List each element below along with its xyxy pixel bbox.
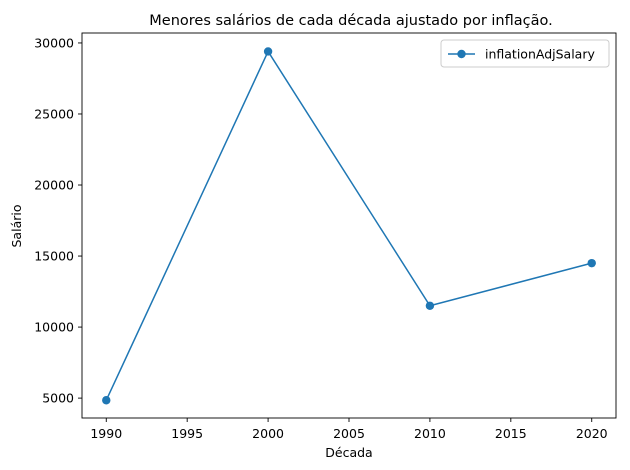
x-tick-label: 2020 bbox=[576, 426, 608, 441]
y-axis-label: Salário bbox=[9, 205, 24, 248]
y-tick-label: 30000 bbox=[34, 35, 74, 50]
legend: inflationAdjSalary bbox=[440, 39, 610, 68]
legend-frame bbox=[440, 39, 610, 68]
y-tick-label: 5000 bbox=[42, 391, 74, 406]
plot-area bbox=[102, 47, 596, 405]
y-tick-label: 10000 bbox=[34, 320, 74, 335]
y-axis-ticks: 5000 10000 15000 20000 25000 30000 bbox=[34, 35, 82, 406]
x-tick-label: 2010 bbox=[414, 426, 446, 441]
chart-title: Menores salários de cada década ajustado… bbox=[149, 13, 552, 29]
x-tick-label: 1990 bbox=[90, 426, 122, 441]
x-tick-label: 2000 bbox=[252, 426, 284, 441]
x-tick-label: 2005 bbox=[333, 426, 365, 441]
x-tick-label: 2015 bbox=[495, 426, 527, 441]
series-line bbox=[105, 49, 592, 401]
x-axis-ticks: 1990 1995 2000 2005 2010 2015 2020 bbox=[90, 418, 608, 441]
y-tick-label: 25000 bbox=[34, 106, 74, 121]
x-tick-label: 1995 bbox=[171, 426, 203, 441]
data-point bbox=[263, 47, 273, 56]
legend-label: inflationAdjSalary bbox=[485, 47, 595, 62]
data-point bbox=[102, 396, 111, 405]
x-axis-label: Década bbox=[325, 445, 372, 460]
data-point bbox=[587, 258, 596, 268]
plot-frame bbox=[81, 32, 617, 419]
y-tick-label: 15000 bbox=[34, 249, 74, 264]
y-tick-label: 20000 bbox=[34, 178, 74, 193]
data-point bbox=[425, 301, 435, 310]
legend-marker-icon bbox=[457, 49, 466, 59]
